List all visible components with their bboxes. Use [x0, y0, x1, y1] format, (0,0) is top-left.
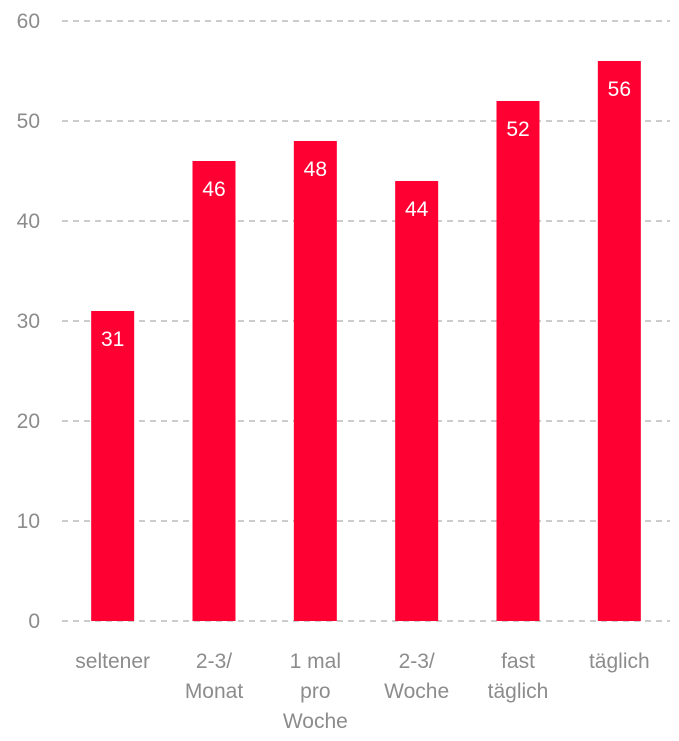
x-category-label: 1 mal pro Woche: [283, 650, 348, 733]
bars: [91, 61, 641, 621]
bar: [192, 161, 236, 621]
bar: [597, 61, 641, 621]
y-tick-label: 10: [17, 510, 40, 533]
x-category-label-line: pro: [300, 680, 330, 703]
x-category-label-line: Woche: [384, 680, 449, 703]
y-tick-label: 60: [17, 10, 40, 33]
bar: [395, 181, 439, 621]
data-labels: 31 46 48 44 52 56: [101, 78, 631, 351]
x-category-label-line: Woche: [283, 710, 348, 733]
bar: [496, 101, 540, 621]
data-label: 56: [608, 78, 631, 101]
x-category-label-line: Monat: [185, 680, 244, 703]
y-tick-label: 40: [17, 210, 40, 233]
data-label: 52: [506, 118, 529, 141]
data-label: 31: [101, 328, 124, 351]
x-category-label: 2-3/Woche: [384, 650, 449, 703]
y-tick-label: 50: [17, 110, 40, 133]
x-category-label-line: täglich: [488, 680, 549, 703]
y-axis-tick-labels: 0 10 20 30 40 50 60: [17, 10, 40, 633]
x-category-label: täglich: [589, 650, 650, 673]
bar: [91, 311, 135, 621]
x-category-label-line: fast: [501, 650, 535, 673]
x-category-label: fast täglich: [488, 650, 549, 703]
x-category-label: seltener: [75, 650, 150, 673]
x-category-label-line: 2-3/: [196, 650, 232, 673]
y-tick-label: 30: [17, 310, 40, 333]
x-category-label: 2-3/Monat: [185, 650, 244, 703]
data-label: 48: [304, 158, 327, 181]
bar: [293, 141, 337, 621]
data-label: 44: [405, 198, 429, 221]
grid-lines: [62, 20, 670, 622]
y-tick-label: 20: [17, 410, 40, 433]
x-category-label-line: seltener: [75, 650, 150, 673]
y-tick-label: 0: [28, 610, 40, 633]
x-category-label-line: 2-3/: [399, 650, 435, 673]
data-label: 46: [202, 178, 225, 201]
x-category-label-line: täglich: [589, 650, 650, 673]
x-category-label-line: 1 mal: [290, 650, 341, 673]
